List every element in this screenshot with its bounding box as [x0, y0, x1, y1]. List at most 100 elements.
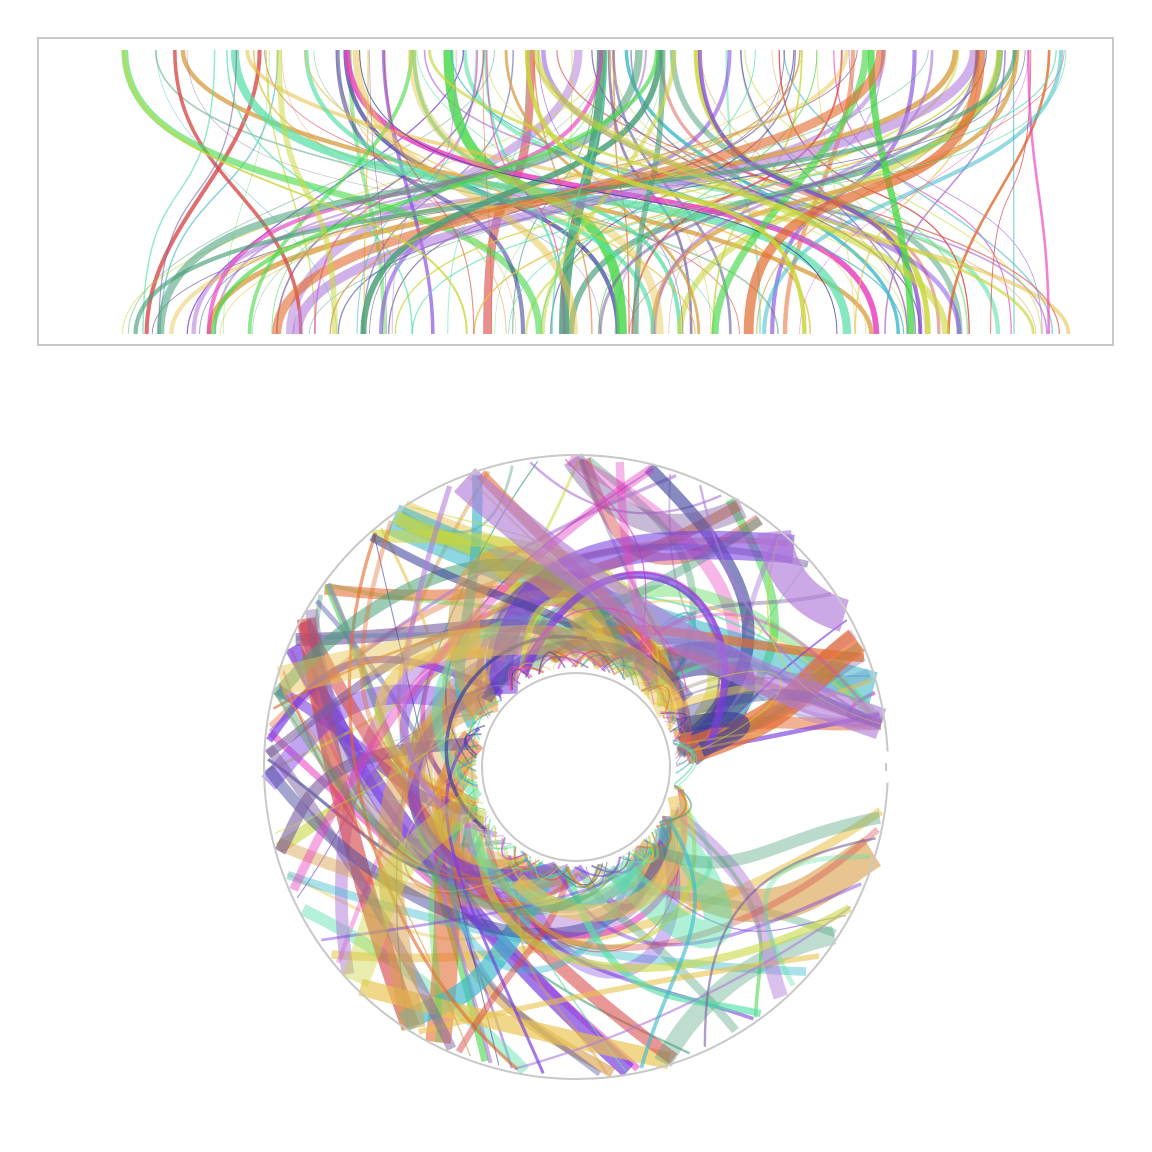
linear-ribbon: [482, 49, 492, 335]
linear-ribbon: [848, 49, 1043, 335]
circular-ribbon: [676, 711, 750, 757]
inner-spoke: [557, 865, 583, 887]
inner-spoke: [662, 716, 692, 759]
circular-ribbon: [703, 837, 876, 1047]
circular-ribbon: [320, 806, 680, 942]
circular-ribbon: [289, 464, 655, 892]
inner-spoke: [515, 662, 552, 687]
linear-ribbon: [799, 49, 1029, 335]
inner-spoke: [538, 655, 589, 675]
inner-spoke: [538, 650, 577, 675]
circular-ribbon: [377, 687, 499, 1032]
inner-spoke: [460, 746, 479, 779]
inner-spoke: [461, 759, 483, 804]
circular-ribbon: [481, 639, 694, 703]
circular-ribbon: [331, 807, 884, 963]
circular-ribbon: [264, 744, 457, 1051]
circular-ribbon: [275, 695, 471, 1057]
linear-ribbon: [598, 49, 818, 335]
inner-spoke: [600, 854, 625, 875]
inner-spoke: [455, 762, 479, 789]
inner-spoke: [460, 754, 479, 788]
inner-spoke: [529, 855, 556, 881]
inner-spoke: [486, 824, 513, 850]
inner-spoke: [509, 667, 533, 691]
linear-ribbon: [252, 49, 602, 335]
linear-ribbon: [407, 49, 664, 335]
circular-ribbon: [453, 468, 887, 740]
linear-ribbon: [347, 49, 386, 335]
linear-ribbon: [659, 49, 941, 335]
circular-ribbon: [762, 854, 871, 987]
inner-spoke: [636, 831, 660, 860]
circular-ribbon: [428, 804, 480, 1043]
inner-spoke: [659, 783, 692, 823]
linear-ribbon: [223, 49, 270, 335]
linear-ribbon: [591, 49, 922, 335]
linear-ribbon: [127, 49, 496, 335]
circular-ribbon: [403, 767, 534, 892]
inner-spoke: [479, 815, 503, 838]
linear-ribbon: [292, 49, 980, 335]
linear-ribbon: [532, 49, 1037, 335]
inner-spoke: [659, 711, 684, 744]
inner-spoke: [607, 665, 640, 690]
linear-ribbon: [226, 49, 413, 335]
inner-spoke: [478, 692, 504, 719]
inner-spoke: [471, 699, 502, 741]
circular-ribbon: [563, 453, 747, 536]
linear-ribbon: [524, 49, 807, 335]
linear-ribbon: [771, 49, 926, 335]
inner-spoke: [511, 668, 531, 691]
circular-ribbon: [273, 688, 621, 916]
inner-spoke: [655, 785, 687, 828]
linear-ribbon: [450, 49, 905, 335]
linear-ribbon: [122, 49, 468, 335]
circular-ribbon: [341, 791, 480, 987]
circular-panel: [261, 453, 889, 1080]
linear-ribbon: [669, 49, 963, 335]
linear-ribbon: [947, 49, 1051, 335]
outer-ring: [262, 454, 889, 1080]
circular-ribbon: [300, 904, 530, 1075]
linear-ribbon: [383, 49, 475, 335]
circular-ribbon: [639, 819, 697, 1069]
inner-spoke: [575, 652, 599, 670]
inner-spoke: [487, 818, 516, 850]
linear-ribbon: [329, 49, 801, 335]
linear-ribbon: [833, 49, 1012, 335]
circular-ribbon: [517, 607, 688, 693]
circular-ribbon: [401, 485, 498, 838]
inner-spoke: [631, 835, 655, 863]
circular-ribbon: [261, 684, 487, 790]
linear-ribbon: [990, 49, 1032, 335]
inner-spoke: [494, 826, 530, 863]
circular-ribbon: [347, 532, 519, 1071]
linear-ribbon: [359, 49, 838, 335]
linear-ribbon: [700, 49, 910, 335]
linear-ribbon: [211, 49, 660, 335]
linear-ribbon: [142, 49, 216, 335]
circular-ribbons: [261, 453, 887, 1078]
circular-ribbon: [659, 670, 782, 750]
circular-ribbon: [605, 813, 733, 949]
linear-ribbon: [133, 49, 1017, 335]
circular-ribbon: [669, 808, 788, 1000]
inner-spoke: [501, 837, 527, 860]
linear-ribbon: [360, 49, 663, 335]
linear-ribbon: [230, 49, 852, 335]
inner-spoke: [514, 846, 540, 869]
inner-spoke: [672, 741, 696, 785]
inner-spoke: [660, 712, 688, 733]
linear-panel: [37, 37, 1114, 346]
circular-ribbon: [679, 732, 763, 753]
inner-spoke: [468, 789, 497, 830]
inner-spoke: [574, 650, 616, 676]
circular-ribbon: [624, 837, 882, 923]
linear-ribbon: [304, 49, 696, 335]
circular-ribbon: [263, 764, 674, 940]
linear-ribbon: [551, 49, 608, 335]
inner-spoke: [466, 787, 486, 811]
inner-spoke: [513, 845, 544, 872]
